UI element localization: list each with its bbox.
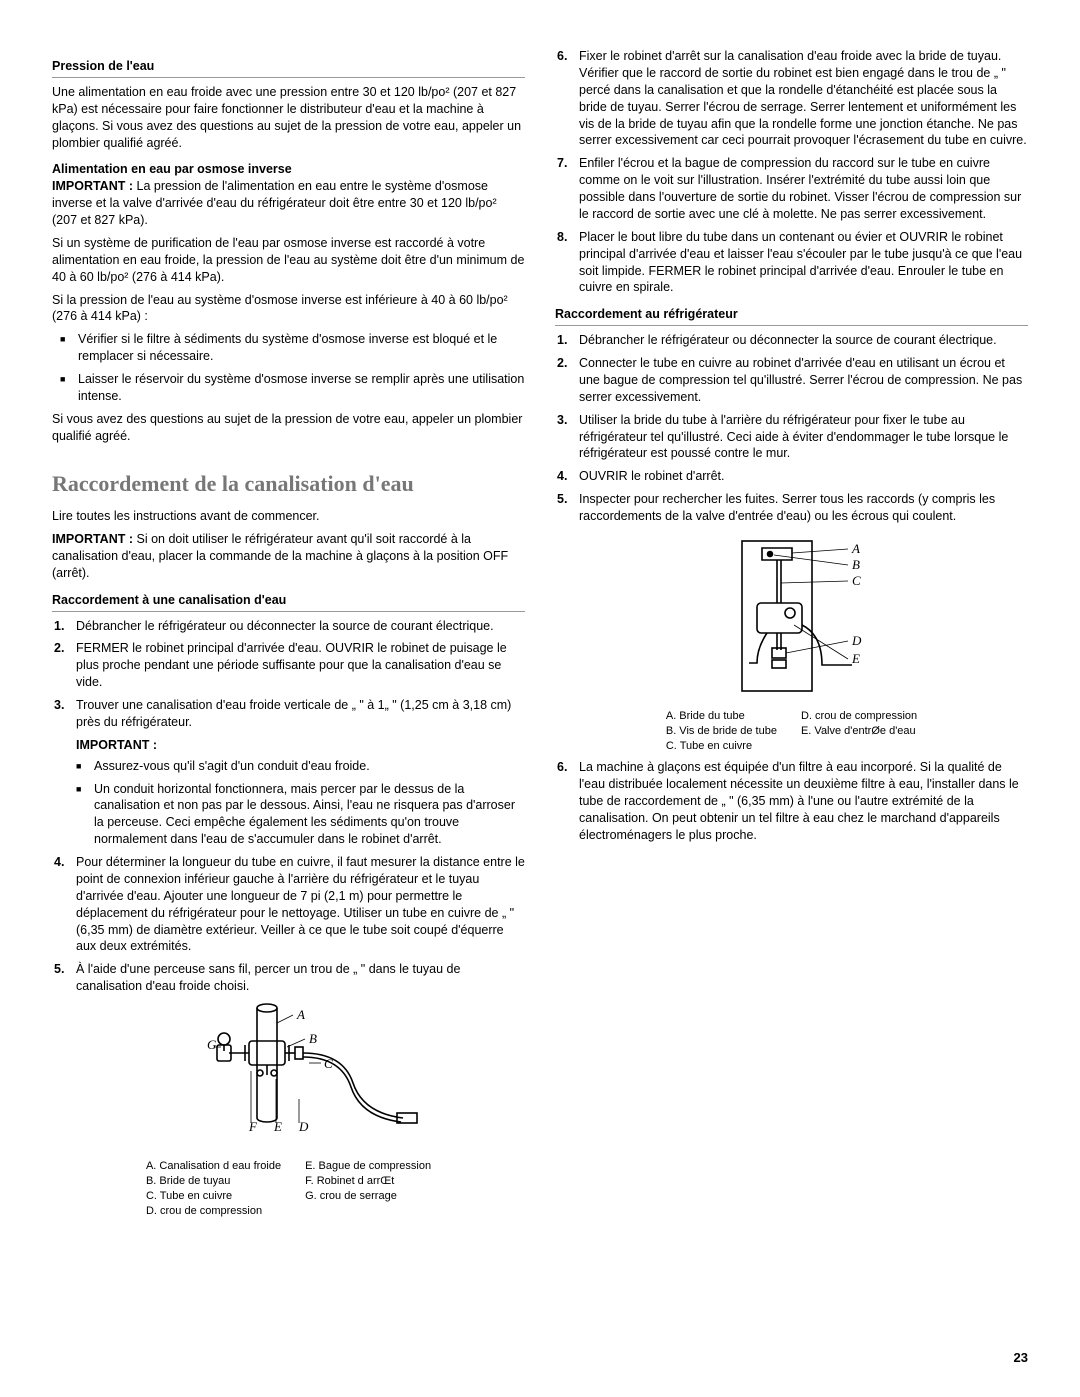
list-item: Placer le bout libre du tube dans un con… [579,229,1028,297]
fridge-subheading: Raccordement au réfrigérateur [555,307,738,321]
connection-important: IMPORTANT : Si on doit utiliser le réfri… [52,531,525,582]
pressure-paragraph: Une alimentation en eau froide avec une … [52,84,525,152]
list-item: Laisser le réservoir du système d'osmose… [78,371,525,405]
figure-1-legend: A. Canalisation d eau froide B. Bride de… [52,1159,525,1218]
list-item: Trouver une canalisation d'eau froide ve… [76,697,525,848]
pressure-heading: Pression de l'eau [52,59,154,73]
list-item: FERMER le robinet principal d'arrivée d'… [76,640,525,691]
fridge-sub-rule: Raccordement au réfrigérateur [555,306,1028,326]
list-item: Fixer le robinet d'arrêt sur la canalisa… [579,48,1028,149]
legend-item: A. Bride du tube [666,709,777,724]
ro-paragraph-4: Si vous avez des questions au sujet de l… [52,411,525,445]
conn-sub-rule: Raccordement à une canalisation d'eau [52,592,525,612]
list-item: Enfiler l'écrou et la bague de compressi… [579,155,1028,223]
left-column: Pression de l'eau Une alimentation en ea… [52,48,525,1224]
list-item: À l'aide d'une perceuse sans fil, percer… [76,961,525,995]
legend-item: E. Valve d'entrØe d'eau [801,724,917,739]
list-item: Débrancher le réfrigérateur ou déconnect… [76,618,525,635]
fig1-label-b: B [309,1031,317,1046]
page-columns: Pression de l'eau Une alimentation en ea… [52,48,1028,1224]
legend-item: D. crou de compression [801,709,917,724]
fig1-label-a: A [296,1007,305,1022]
legend-item: C. Tube en cuivre [666,739,777,754]
legend-col: D. crou de compression E. Valve d'entrØe… [801,709,917,754]
list-item: Utiliser la bride du tube à l'arrière du… [579,412,1028,463]
figure-1-svg: A B C D E F G [149,1003,429,1153]
conn-subheading: Raccordement à une canalisation d'eau [52,593,286,607]
list-item: Inspecter pour rechercher les fuites. Se… [579,491,1028,525]
legend-item: A. Canalisation d eau froide [146,1159,281,1174]
figure-2: A B C D E A. Bride du tube B. Vis d [555,533,1028,754]
fig2-label-d: D [851,633,862,648]
legend-col: A. Canalisation d eau froide B. Bride de… [146,1159,281,1218]
legend-item: C. Tube en cuivre [146,1189,281,1204]
list-item: Connecter le tube en cuivre au robinet d… [579,355,1028,406]
important-label: IMPORTANT : [52,179,133,193]
legend-item: D. crou de compression [146,1204,281,1219]
important-label: IMPORTANT : [76,737,525,754]
fig2-label-a: A [851,541,860,556]
pressure-heading-rule: Pression de l'eau [52,58,525,78]
ro-important: IMPORTANT : La pression de l'alimentatio… [52,178,525,229]
step-3-bullets: Assurez-vous qu'il s'agit d'un conduit d… [76,758,525,848]
steps-list-2: Fixer le robinet d'arrêt sur la canalisa… [555,48,1028,296]
connection-title: Raccordement de la canalisation d'eau [52,469,525,499]
ro-bullet-list: Vérifier si le filtre à sédiments du sys… [52,331,525,405]
connection-intro: Lire toutes les instructions avant de co… [52,508,525,525]
fig2-label-e: E [851,651,860,666]
right-column: Fixer le robinet d'arrêt sur la canalisa… [555,48,1028,1224]
list-item: Vérifier si le filtre à sédiments du sys… [78,331,525,365]
legend-item: G. crou de serrage [305,1189,431,1204]
step-3-text: Trouver une canalisation d'eau froide ve… [76,698,511,729]
list-item: Pour déterminer la longueur du tube en c… [76,854,525,955]
ro-heading: Alimentation en eau par osmose inverse [52,161,525,178]
legend-item: E. Bague de compression [305,1159,431,1174]
steps-list-1: Débrancher le réfrigérateur ou déconnect… [52,618,525,996]
fig1-label-d: D [298,1119,309,1134]
fig1-label-c: C [324,1056,333,1071]
legend-col: E. Bague de compression F. Robinet d arr… [305,1159,431,1218]
ro-paragraph-2: Si un système de purification de l'eau p… [52,235,525,286]
fig1-label-g: G [207,1037,217,1052]
fig1-label-f: F [248,1119,258,1134]
figure-2-svg: A B C D E [662,533,922,703]
list-item: La machine à glaçons est équipée d'un fi… [579,759,1028,843]
legend-col: A. Bride du tube B. Vis de bride de tube… [666,709,777,754]
fig1-label-e: E [273,1119,282,1134]
fig2-label-b: B [852,557,860,572]
steps-list-3: Débrancher le réfrigérateur ou déconnect… [555,332,1028,525]
important-label: IMPORTANT : [52,532,133,546]
legend-item: B. Bride de tuyau [146,1174,281,1189]
legend-item: B. Vis de bride de tube [666,724,777,739]
list-item: Débrancher le réfrigérateur ou déconnect… [579,332,1028,349]
figure-2-legend: A. Bride du tube B. Vis de bride de tube… [555,709,1028,754]
ro-paragraph-3: Si la pression de l'eau au système d'osm… [52,292,525,326]
list-item: Assurez-vous qu'il s'agit d'un conduit d… [94,758,525,775]
list-item: OUVRIR le robinet d'arrêt. [579,468,1028,485]
page-number: 23 [1014,1349,1028,1367]
fig2-label-c: C [852,573,861,588]
steps-list-3b: La machine à glaçons est équipée d'un fi… [555,759,1028,843]
list-item: Un conduit horizontal fonctionnera, mais… [94,781,525,849]
legend-item: F. Robinet d arrŒt [305,1174,431,1189]
figure-1: A B C D E F G [52,1003,525,1218]
